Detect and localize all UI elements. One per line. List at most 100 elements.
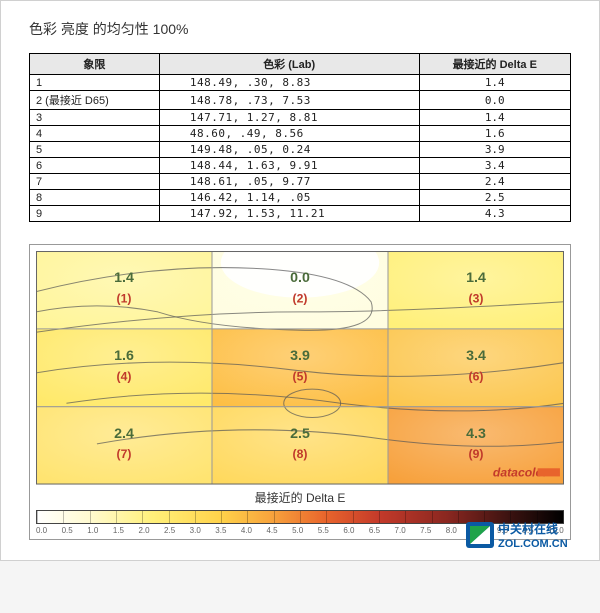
heatmap-panel: 1.4 (1) 0.0 (2) 1.4 (3) 1.6 (4) 3.9 (5) 3.4 (6) 2.4 (… <box>29 244 571 540</box>
table-row: 8146.42, 1.14, .052.5 <box>30 190 571 206</box>
th-lab: 色彩 (Lab) <box>159 54 419 75</box>
cell-deltae: 1.6 <box>419 126 571 142</box>
table-row: 7148.61, .05, 9.772.4 <box>30 174 571 190</box>
cell-value: 1.4 <box>114 270 134 286</box>
scale-tick-mark <box>300 511 301 523</box>
scale-tick: 5.0 <box>292 526 303 535</box>
cell-index: (3) <box>469 291 484 305</box>
table-body: 1148.49, .30, 8.831.42 (最接近 D65)148.78, … <box>30 75 571 222</box>
cell-quadrant: 6 <box>30 158 160 174</box>
scale-tick: 10.0 <box>548 526 564 535</box>
scale-tick-mark <box>353 511 354 523</box>
scale-tick-mark <box>563 511 564 523</box>
scale-tick: 6.5 <box>369 526 380 535</box>
table-row: 1148.49, .30, 8.831.4 <box>30 75 571 91</box>
scalebar: 0.00.51.01.52.02.53.03.54.04.55.05.56.06… <box>36 510 564 535</box>
heatmap-cell <box>212 407 388 485</box>
cell-deltae: 2.5 <box>419 190 571 206</box>
cell-lab: 147.92, 1.53, 11.21 <box>159 206 419 222</box>
scale-tick: 4.0 <box>241 526 252 535</box>
scale-tick: 7.5 <box>420 526 431 535</box>
cell-quadrant: 9 <box>30 206 160 222</box>
cell-quadrant: 8 <box>30 190 160 206</box>
heatmap-caption: 最接近的 Delta E <box>36 489 564 506</box>
scale-tick-mark <box>484 511 485 523</box>
cell-lab: 146.42, 1.14, .05 <box>159 190 419 206</box>
cell-quadrant: 4 <box>30 126 160 142</box>
cell-lab: 147.71, 1.27, 8.81 <box>159 110 419 126</box>
scalebar-ticks: 0.00.51.01.52.02.53.03.54.04.55.05.56.06… <box>36 526 564 535</box>
cell-index: (2) <box>293 291 308 305</box>
scale-tick-mark <box>169 511 170 523</box>
cell-value: 1.4 <box>466 270 486 286</box>
scale-tick: 9.0 <box>497 526 508 535</box>
scale-tick: 7.0 <box>395 526 406 535</box>
heatmap-cell <box>36 251 212 329</box>
cell-index: (4) <box>117 369 132 383</box>
scale-tick: 2.0 <box>138 526 149 535</box>
cell-value: 1.6 <box>114 348 134 364</box>
heatmap-cell <box>388 251 564 329</box>
scalebar-gradient <box>36 510 564 524</box>
cell-lab: 148.44, 1.63, 9.91 <box>159 158 419 174</box>
cell-index: (1) <box>117 291 132 305</box>
scale-tick-mark <box>116 511 117 523</box>
scale-tick-mark <box>221 511 222 523</box>
heatmap-svg: 1.4(1)0.0(2)1.4(3)1.6(4)3.9(5)3.4(6)2.4(… <box>36 251 564 485</box>
heatmap-cell <box>36 329 212 407</box>
report-page: 色彩 亮度 的均匀性 100% 象限 色彩 (Lab) 最接近的 Delta E… <box>0 0 600 561</box>
cell-quadrant: 7 <box>30 174 160 190</box>
cell-value: 2.4 <box>114 426 134 442</box>
cell-index: (7) <box>117 447 132 461</box>
scale-tick-mark <box>63 511 64 523</box>
scale-tick-mark <box>274 511 275 523</box>
table-row: 9147.92, 1.53, 11.214.3 <box>30 206 571 222</box>
scale-tick: 9.5 <box>523 526 534 535</box>
cell-lab: 148.49, .30, 8.83 <box>159 75 419 91</box>
heatmap-cell <box>388 329 564 407</box>
cell-deltae: 3.9 <box>419 142 571 158</box>
scale-tick: 8.0 <box>446 526 457 535</box>
scale-tick-mark <box>90 511 91 523</box>
cell-value: 4.3 <box>466 426 486 442</box>
scale-tick-mark <box>379 511 380 523</box>
scale-tick-mark <box>37 511 38 523</box>
scale-tick: 6.0 <box>343 526 354 535</box>
cell-quadrant: 5 <box>30 142 160 158</box>
cell-quadrant: 1 <box>30 75 160 91</box>
cell-lab: 149.48, .05, 0.24 <box>159 142 419 158</box>
heatmap-cell <box>36 407 212 485</box>
cell-deltae: 1.4 <box>419 110 571 126</box>
scale-tick-mark <box>510 511 511 523</box>
scale-tick-mark <box>247 511 248 523</box>
scale-tick: 0.5 <box>62 526 73 535</box>
brand-swatch <box>538 468 560 476</box>
table-row: 4 48.60, .49, 8.561.6 <box>30 126 571 142</box>
cell-value: 2.5 <box>290 426 310 442</box>
cell-deltae: 3.4 <box>419 158 571 174</box>
scale-tick: 0.0 <box>36 526 47 535</box>
cell-quadrant: 3 <box>30 110 160 126</box>
cell-value: 3.9 <box>290 348 310 364</box>
scale-tick: 3.0 <box>190 526 201 535</box>
th-deltae: 最接近的 Delta E <box>419 54 571 75</box>
cell-quadrant: 2 (最接近 D65) <box>30 91 160 110</box>
cell-deltae: 2.4 <box>419 174 571 190</box>
cell-index: (6) <box>469 369 484 383</box>
table-row: 5149.48, .05, 0.243.9 <box>30 142 571 158</box>
cell-value: 3.4 <box>466 348 486 364</box>
cell-deltae: 0.0 <box>419 91 571 110</box>
scale-tick-mark <box>405 511 406 523</box>
scale-tick: 5.5 <box>318 526 329 535</box>
scale-tick-mark <box>195 511 196 523</box>
data-table: 象限 色彩 (Lab) 最接近的 Delta E 1148.49, .30, 8… <box>29 53 571 222</box>
scale-tick: 1.5 <box>113 526 124 535</box>
cell-index: (8) <box>293 447 308 461</box>
cell-lab: 148.78, .73, 7.53 <box>159 91 419 110</box>
scale-tick-mark <box>326 511 327 523</box>
cell-index: (5) <box>293 369 308 383</box>
scale-tick-mark <box>537 511 538 523</box>
scale-tick: 1.0 <box>87 526 98 535</box>
cell-lab: 48.60, .49, 8.56 <box>159 126 419 142</box>
table-header-row: 象限 色彩 (Lab) 最接近的 Delta E <box>30 54 571 75</box>
